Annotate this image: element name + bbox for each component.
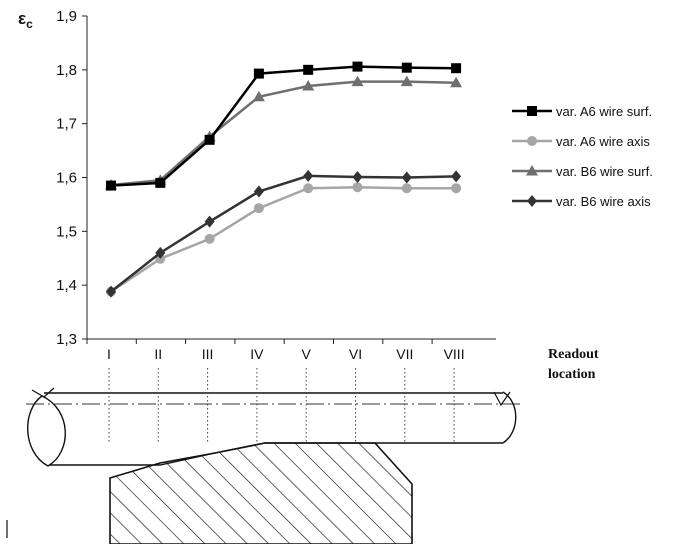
legend-swatch-marker xyxy=(527,136,537,146)
data-point xyxy=(303,64,314,75)
data-point xyxy=(204,134,215,145)
series-line xyxy=(110,185,457,293)
data-point xyxy=(401,62,412,73)
data-point xyxy=(155,246,166,259)
data-point xyxy=(451,170,462,183)
data-point xyxy=(351,75,364,87)
die-hatched-block xyxy=(109,442,413,544)
x-ticks: I II III IV V VI VII VIII xyxy=(86,339,465,362)
data-point xyxy=(204,215,215,228)
data-point xyxy=(155,177,166,188)
legend-item: var. B6 wire axis xyxy=(512,194,651,209)
data-point xyxy=(252,90,265,102)
legend-swatch-marker xyxy=(527,106,537,116)
x-tick-label: VII xyxy=(396,346,413,362)
legend-item: var. B6 wire surf. xyxy=(512,164,653,179)
series-var-b6-wire-axis xyxy=(106,169,462,298)
data-point xyxy=(303,183,314,194)
series-line xyxy=(110,65,457,187)
wire-left-cross-section xyxy=(27,395,66,467)
series-var-b6-wire-surf- xyxy=(105,75,463,190)
data-point xyxy=(401,183,412,194)
legend-label: var. A6 wire surf. xyxy=(556,104,652,119)
y-axis-label-subscript: c xyxy=(26,17,33,31)
legend-label: var. B6 wire surf. xyxy=(556,164,653,179)
series-line xyxy=(110,80,457,187)
readout-location-lines xyxy=(108,368,455,443)
y-tick-label: 1,6 xyxy=(56,170,77,187)
data-point xyxy=(302,79,315,91)
data-point xyxy=(253,203,264,214)
y-tick-label: 1,9 xyxy=(56,8,77,25)
y-tick-label: 1,8 xyxy=(56,62,77,79)
wire-left-tick xyxy=(31,387,55,398)
x-tick-label: I xyxy=(107,346,111,362)
wire-right-tick xyxy=(493,391,511,407)
legend-swatch-marker xyxy=(526,165,538,176)
data-point xyxy=(253,68,264,79)
data-point xyxy=(451,183,462,194)
series-var-a6-wire-surf- xyxy=(106,61,462,191)
data-point xyxy=(401,171,412,184)
y-tick-label: 1,4 xyxy=(56,277,77,294)
legend-item: var. A6 wire surf. xyxy=(512,104,652,119)
y-ticks: 1,3 1,4 1,5 1,6 1,7 1,8 1,9 xyxy=(56,8,87,348)
wire-bottom-edge xyxy=(50,442,503,466)
x-tick-label: IV xyxy=(250,346,264,362)
data-point xyxy=(450,76,463,88)
data-point xyxy=(106,285,116,298)
x-tick-label: V xyxy=(302,346,312,362)
x-tick-label: II xyxy=(154,346,162,362)
data-point xyxy=(352,61,363,72)
legend-item: var. A6 wire axis xyxy=(512,134,650,149)
x-tick-label: VI xyxy=(349,346,362,362)
data-point xyxy=(253,185,264,198)
legend: var. A6 wire surf. var. A6 wire axis var. … xyxy=(512,104,653,209)
x-tick-label: III xyxy=(202,346,214,362)
legend-label: var. B6 wire axis xyxy=(556,194,651,209)
x-axis-label-line-1: Readout xyxy=(548,347,599,362)
data-point xyxy=(106,180,116,191)
legend-swatch-marker xyxy=(527,195,537,207)
wire-die-schematic xyxy=(6,368,520,544)
y-tick-label: 1,7 xyxy=(56,116,77,133)
y-tick-label: 1,3 xyxy=(56,331,77,348)
data-point xyxy=(451,63,462,74)
legend-label: var. A6 wire axis xyxy=(556,134,650,149)
data-point xyxy=(352,182,363,193)
data-point xyxy=(352,170,363,183)
y-axis-label-symbol: ε xyxy=(18,9,26,28)
x-axis-label: Readout location xyxy=(548,347,602,382)
x-tick-label: VIII xyxy=(444,346,465,362)
data-point xyxy=(204,233,215,244)
series-group xyxy=(105,61,463,298)
y-axis-label: εc xyxy=(18,9,33,31)
data-point xyxy=(303,169,314,182)
x-axis-label-line-2: location xyxy=(548,367,596,382)
series-var-a6-wire-axis xyxy=(106,182,462,297)
data-point xyxy=(400,75,413,87)
y-tick-label: 1,5 xyxy=(56,223,77,240)
series-line xyxy=(110,174,457,293)
